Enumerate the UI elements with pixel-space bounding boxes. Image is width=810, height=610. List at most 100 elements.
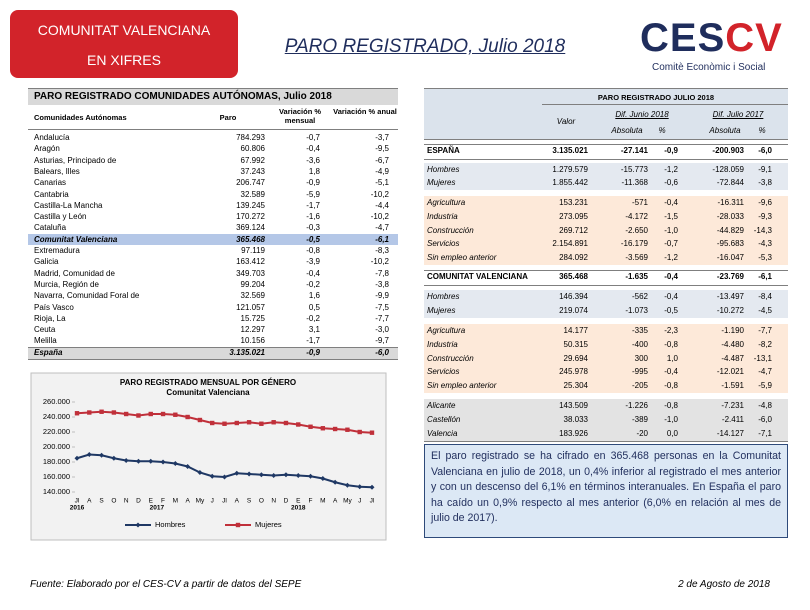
row-label: Galicia [34,257,59,267]
y-tick-label: 160.000 [43,472,70,481]
row-bg [424,196,788,210]
row-label: Andalucía [34,133,70,142]
row-bg [424,324,788,338]
row-label: Canarias [34,178,67,188]
row-label: Hombres [427,292,460,301]
cell-value: 284.092 [559,253,588,262]
row-bg [424,304,788,318]
cell-value: -7.231 [721,401,744,410]
table-title: PARO REGISTRADO JULIO 2018 [597,93,715,102]
cell-value: -571 [631,198,648,207]
row-highlight [28,233,398,245]
marker [296,422,301,427]
cell-value: -14,3 [753,226,772,235]
row-bg [424,379,788,393]
footer-source: Fuente: Elaborado por el CES-CV a partir… [30,579,302,590]
marker [148,411,153,417]
cell-value: -0,8 [664,340,678,349]
marker [320,426,326,431]
x-tick-label: D [136,498,141,505]
table-title-bg [28,88,398,105]
row-bg [424,427,788,441]
cell-value: -9,7 [375,336,389,346]
cell-value: -0,7 [306,133,320,142]
cell-value: -10,2 [370,212,389,222]
cell-value: 32.569 [240,291,265,301]
row-label: Servicios [427,239,460,248]
row-label: Rioja, La [34,313,66,323]
row-label: Murcia, Región de [34,279,99,289]
x-tick-label: F [309,498,313,505]
marker [357,484,363,490]
marker [369,430,375,435]
cell-value: 32.589 [240,189,265,199]
x-tick-label: My [343,498,352,505]
cell-value: -0,2 [306,313,320,323]
y-tick-label: 180.000 [43,457,70,466]
x-tick-label: Jl [222,498,227,505]
cell-value: -9,6 [758,198,772,207]
cell-value: -0,8 [664,381,678,390]
cell-value: -27.141 [620,146,648,155]
subcolumn-header: % [758,126,766,135]
row-highlight [28,346,398,360]
cell-value: 97.119 [241,246,265,255]
marker [160,411,166,417]
cell-value: -0,2 [306,279,320,289]
cell-value: -1.635 [625,272,648,281]
cell-value: -1,5 [664,212,678,221]
cell-value: 183.926 [559,429,588,438]
cell-value: -6,7 [375,155,389,165]
row-label: Ceuta [34,325,56,335]
chart-frame [30,372,387,541]
cell-value: -20 [636,429,648,438]
cell-value: -9,9 [375,291,389,301]
cell-value: -8,4 [758,292,772,301]
marker [235,522,241,528]
cell-value: -13.497 [716,292,744,301]
row-bg [424,163,788,177]
cell-value: -4,4 [375,200,389,210]
cell-value: 139.245 [236,200,265,210]
cell-value: 29.694 [563,354,588,363]
cell-value: -5,9 [758,381,772,390]
row-label: Agricultura [427,198,466,207]
year-label: 2018 [291,505,306,512]
subcolumn-header: Absoluta [709,126,741,135]
cell-value: 1,8 [308,166,320,176]
summary-table: PARO REGISTRADO JULIO 2018 Valor Dif. Juni… [424,88,788,442]
logo-main: CES [640,16,726,60]
row-bg [424,237,788,251]
marker [148,458,154,464]
badge: COMUNITAT VALENCIANA EN XIFRES [10,10,238,78]
cell-value: 12.297 [240,325,265,335]
y-tick-label: 240.000 [43,412,70,421]
cell-value: 3.135.021 [552,146,588,155]
legend-label: Mujeres [255,520,282,529]
cell-value: 3.135.021 [229,347,265,357]
cell-value: -72.844 [716,178,744,187]
column-header: Dif. Junio 2018 [615,110,669,119]
cell-value: 1,6 [308,291,320,301]
cell-value: -1,6 [306,212,320,222]
cell-value: -0,4 [664,367,678,376]
year-label: 2016 [70,505,85,512]
marker [74,455,80,461]
chart-title: PARO REGISTRADO MENSUAL POR GÉNERO [120,378,296,387]
marker [332,479,338,485]
x-tick-label: O [259,498,264,505]
page-title: PARO REGISTRADO, Julio 2018 [284,36,566,57]
legend-label: Hombres [155,520,186,529]
cell-value: -6,0 [375,347,389,357]
cell-value: -7,1 [758,429,772,438]
cell-value: -1,7 [306,336,320,346]
marker [271,473,277,478]
x-tick-label: M [320,498,325,505]
y-tick-label: 140.000 [43,487,70,496]
row-bg [424,413,788,427]
y-tick-label: 220.000 [43,427,70,436]
footer-date: 2 de Agosto de 2018 [678,579,770,590]
marker [222,474,227,480]
cell-value: -0,7 [664,239,678,248]
cell-value: -95.683 [716,239,744,248]
